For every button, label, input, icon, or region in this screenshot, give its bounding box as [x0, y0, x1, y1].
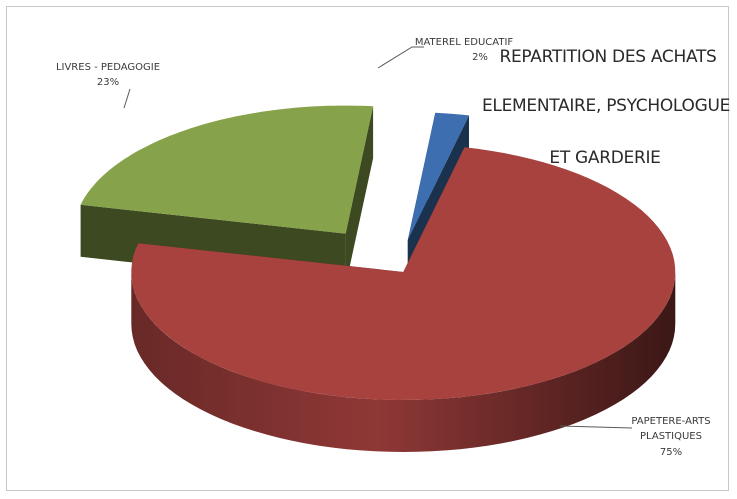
label-livres-value: 23% [97, 77, 119, 88]
slice-materel-top [407, 112, 469, 241]
slice-papetere [131, 147, 676, 452]
chart-title-line-2: ELEMENTAIRE, PSYCHOLOGUE [482, 96, 730, 116]
label-papetere-value: 75% [660, 447, 682, 458]
slice-livres-edge-end [345, 106, 374, 286]
chart-title-line-1: REPARTITION DES ACHATS [499, 47, 716, 67]
leader-lines [123, 46, 633, 429]
leader-materel [377, 46, 424, 69]
label-papetere-line-2: PLASTIQUES [640, 431, 702, 442]
label-materel-value: 2% [472, 52, 488, 63]
leader-livres [123, 88, 131, 109]
chart-title-line-3: ET GARDERIE [549, 148, 660, 168]
label-livres-name: LIVRES - PEDAGOGIE [56, 62, 160, 73]
pie-slices [80, 105, 676, 452]
slice-papetere-top [131, 147, 676, 400]
slice-livres-top [80, 105, 374, 234]
slice-papetere-wall [131, 272, 676, 452]
label-materel-name: MATEREL EDUCATIF [415, 37, 514, 48]
leader-papetere [559, 425, 633, 429]
label-papetere-line-1: PAPETERE-ARTS [631, 416, 710, 427]
